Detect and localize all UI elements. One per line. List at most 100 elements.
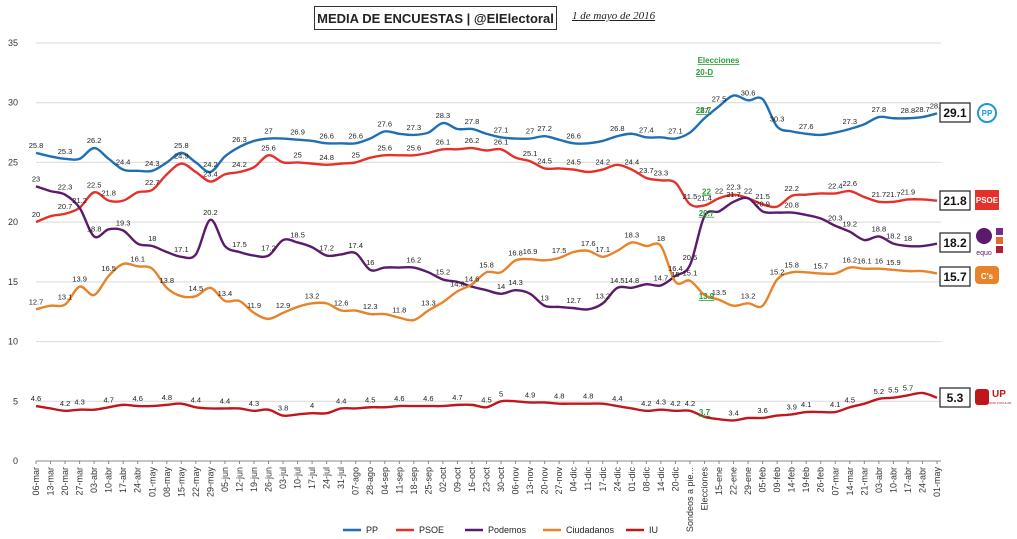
data-label: 20.8 bbox=[784, 201, 799, 210]
data-label: 14.8 bbox=[450, 279, 465, 288]
x-tick-label: 04-dic bbox=[569, 467, 579, 492]
data-label: 3.4 bbox=[728, 408, 738, 417]
data-label: 4.2 bbox=[641, 399, 651, 408]
coalition-logo-3 bbox=[996, 246, 1003, 253]
data-label: 18.5 bbox=[290, 230, 305, 239]
data-label: 27 bbox=[700, 106, 708, 115]
data-label: 3.9 bbox=[786, 402, 796, 411]
x-tick-label: 17-abr bbox=[118, 467, 128, 493]
series-line-iu bbox=[35, 391, 938, 422]
data-label: 27 bbox=[526, 127, 534, 136]
data-label: 17.4 bbox=[348, 241, 363, 250]
chart-date: 1 de mayo de 2016 bbox=[572, 10, 656, 22]
x-tick-label: 07-ago bbox=[351, 467, 361, 495]
data-label: 21.7 bbox=[872, 190, 887, 199]
data-label: 4.1 bbox=[801, 400, 811, 409]
x-tick-label: 24-dic bbox=[612, 467, 622, 492]
podemos-logo bbox=[976, 228, 992, 244]
x-tick-label: 09-feb bbox=[772, 467, 782, 493]
data-label: 27.2 bbox=[537, 124, 552, 133]
legend-label-podemos: Podemos bbox=[488, 525, 527, 535]
data-label: 4.5 bbox=[481, 395, 491, 404]
data-label: 17.5 bbox=[232, 240, 247, 249]
data-label: 13.2 bbox=[305, 291, 320, 300]
end-value-box-podemos bbox=[939, 232, 971, 253]
data-label: 4.3 bbox=[249, 399, 259, 408]
data-label: 4.7 bbox=[103, 395, 113, 404]
data-label: 26.6 bbox=[319, 131, 334, 140]
data-label: 16.8 bbox=[508, 248, 523, 257]
end-value-box-pp bbox=[939, 102, 971, 123]
data-label: 24.9 bbox=[174, 152, 189, 161]
data-label: 24.3 bbox=[145, 159, 160, 168]
data-label: 24.5 bbox=[566, 158, 581, 167]
data-label: 21.5 bbox=[755, 192, 770, 201]
data-label: 15.8 bbox=[784, 260, 799, 269]
data-label: 24.4 bbox=[625, 158, 640, 167]
data-label: 23 bbox=[32, 174, 40, 183]
data-label: 21.4 bbox=[697, 193, 712, 202]
x-tick-label: 15-ene bbox=[714, 467, 724, 495]
x-tick-label: 01-may bbox=[932, 467, 942, 498]
data-label: 13.3 bbox=[421, 299, 436, 308]
cs-logo-text: C's bbox=[981, 272, 994, 281]
pp-logo-text: PP bbox=[982, 109, 993, 118]
data-label: 4.4 bbox=[191, 395, 201, 404]
x-tick-label: 15-may bbox=[176, 467, 186, 498]
data-label: 19.2 bbox=[843, 220, 858, 229]
end-value-boxes: 29.1 21.8 18.2 15.7 5.3 PP PSOE equo C's UPUNIDAD… bbox=[939, 102, 1012, 408]
data-label: 4 bbox=[310, 401, 314, 410]
data-label: 4.2 bbox=[685, 399, 695, 408]
data-label: 26.8 bbox=[610, 124, 625, 133]
x-tick-label: 03-abr bbox=[89, 467, 99, 493]
y-tick-label: 35 bbox=[8, 38, 18, 48]
series-line-pp bbox=[35, 94, 938, 174]
data-label: 24.2 bbox=[232, 160, 247, 169]
data-label: 25.6 bbox=[377, 143, 392, 152]
data-label: 27.1 bbox=[668, 127, 683, 136]
data-label: 18.2 bbox=[886, 232, 901, 241]
data-label: 16 bbox=[366, 258, 374, 267]
data-label: 22 bbox=[715, 186, 723, 195]
data-label: 28.8 bbox=[901, 106, 916, 115]
data-label: 13.5 bbox=[712, 288, 727, 297]
data-label: 22.3 bbox=[726, 183, 741, 192]
end-value-podemos: 18.2 bbox=[943, 236, 967, 250]
data-label: 12.7 bbox=[566, 296, 581, 305]
data-label: 22 bbox=[744, 186, 752, 195]
data-label: 21.7 bbox=[886, 190, 901, 199]
data-label: 13.8 bbox=[159, 276, 174, 285]
data-label: 4.2 bbox=[60, 399, 70, 408]
x-tick-label: 13-mar bbox=[46, 467, 56, 496]
x-tick-label: 17-abr bbox=[903, 467, 913, 493]
data-label: 21.5 bbox=[683, 192, 698, 201]
data-label: 13.4 bbox=[218, 289, 233, 298]
x-tick-label: 01-may bbox=[147, 467, 157, 498]
x-tick-label: 21-mar bbox=[859, 467, 869, 496]
data-label: 22.2 bbox=[784, 184, 799, 193]
data-label: 4.3 bbox=[74, 398, 84, 407]
data-label: 25 bbox=[293, 150, 301, 159]
data-label: 14.3 bbox=[508, 278, 523, 287]
data-label: 27.3 bbox=[407, 123, 422, 132]
x-tick-label: 05-feb bbox=[758, 467, 768, 493]
data-label: 27.6 bbox=[377, 119, 392, 128]
coalition-logo-2 bbox=[996, 237, 1003, 244]
data-label: 22.5 bbox=[87, 180, 102, 189]
x-tick-label: 20-mar bbox=[60, 467, 70, 496]
data-label: 4.6 bbox=[31, 394, 41, 403]
end-value-pp: 29.1 bbox=[943, 106, 967, 120]
data-label: 24.2 bbox=[595, 158, 610, 167]
x-tick-label: 10-abr bbox=[104, 467, 114, 493]
x-tick-label: 17-jul bbox=[307, 467, 317, 489]
data-label: 23.7 bbox=[639, 166, 654, 175]
x-tick-label: 24-abr bbox=[133, 467, 143, 493]
data-label: 28.8 bbox=[930, 101, 945, 110]
data-label: 13.2 bbox=[741, 291, 756, 300]
data-label: 4.4 bbox=[220, 396, 230, 405]
iu-election-label: 3.7 bbox=[699, 408, 711, 417]
data-label: 12.7 bbox=[29, 297, 44, 306]
data-label: 23.3 bbox=[654, 168, 669, 177]
x-tick-label: 22-may bbox=[191, 467, 201, 498]
